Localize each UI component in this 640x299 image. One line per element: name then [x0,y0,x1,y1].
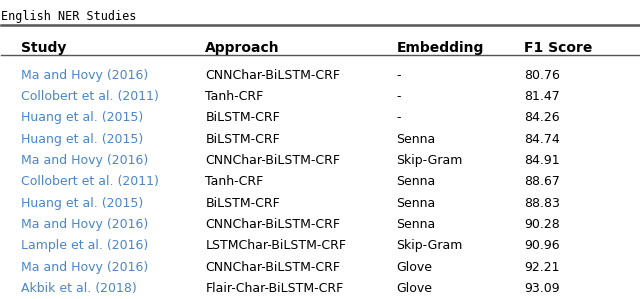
Text: BiLSTM-CRF: BiLSTM-CRF [205,133,280,146]
Text: 88.83: 88.83 [524,197,560,210]
Text: Senna: Senna [396,218,436,231]
Text: 90.28: 90.28 [524,218,559,231]
Text: 80.76: 80.76 [524,69,560,82]
Text: CNNChar-BiLSTM-CRF: CNNChar-BiLSTM-CRF [205,69,340,82]
Text: Skip-Gram: Skip-Gram [396,154,463,167]
Text: 88.67: 88.67 [524,176,560,188]
Text: Ma and Hovy (2016): Ma and Hovy (2016) [20,69,148,82]
Text: 84.91: 84.91 [524,154,559,167]
Text: -: - [396,111,401,124]
Text: Approach: Approach [205,41,280,55]
Text: Senna: Senna [396,176,436,188]
Text: 81.47: 81.47 [524,90,559,103]
Text: English NER Studies: English NER Studies [1,10,137,23]
Text: LSTMChar-BiLSTM-CRF: LSTMChar-BiLSTM-CRF [205,239,346,252]
Text: Akbik et al. (2018): Akbik et al. (2018) [20,282,136,295]
Text: BiLSTM-CRF: BiLSTM-CRF [205,197,280,210]
Text: BiLSTM-CRF: BiLSTM-CRF [205,111,280,124]
Text: -: - [396,69,401,82]
Text: CNNChar-BiLSTM-CRF: CNNChar-BiLSTM-CRF [205,261,340,274]
Text: CNNChar-BiLSTM-CRF: CNNChar-BiLSTM-CRF [205,218,340,231]
Text: Glove: Glove [396,261,433,274]
Text: Huang et al. (2015): Huang et al. (2015) [20,133,143,146]
Text: Senna: Senna [396,133,436,146]
Text: 93.09: 93.09 [524,282,559,295]
Text: 84.26: 84.26 [524,111,559,124]
Text: Glove: Glove [396,282,433,295]
Text: Ma and Hovy (2016): Ma and Hovy (2016) [20,261,148,274]
Text: Huang et al. (2015): Huang et al. (2015) [20,197,143,210]
Text: 90.96: 90.96 [524,239,559,252]
Text: Collobert et al. (2011): Collobert et al. (2011) [20,176,158,188]
Text: Senna: Senna [396,197,436,210]
Text: Ma and Hovy (2016): Ma and Hovy (2016) [20,218,148,231]
Text: F1 Score: F1 Score [524,41,592,55]
Text: Embedding: Embedding [396,41,484,55]
Text: Collobert et al. (2011): Collobert et al. (2011) [20,90,158,103]
Text: CNNChar-BiLSTM-CRF: CNNChar-BiLSTM-CRF [205,154,340,167]
Text: Huang et al. (2015): Huang et al. (2015) [20,111,143,124]
Text: 84.74: 84.74 [524,133,559,146]
Text: Lample et al. (2016): Lample et al. (2016) [20,239,148,252]
Text: Ma and Hovy (2016): Ma and Hovy (2016) [20,154,148,167]
Text: -: - [396,90,401,103]
Text: Flair-Char-BiLSTM-CRF: Flair-Char-BiLSTM-CRF [205,282,344,295]
Text: Tanh-CRF: Tanh-CRF [205,90,264,103]
Text: Study: Study [20,41,66,55]
Text: Skip-Gram: Skip-Gram [396,239,463,252]
Text: 92.21: 92.21 [524,261,559,274]
Text: Tanh-CRF: Tanh-CRF [205,176,264,188]
